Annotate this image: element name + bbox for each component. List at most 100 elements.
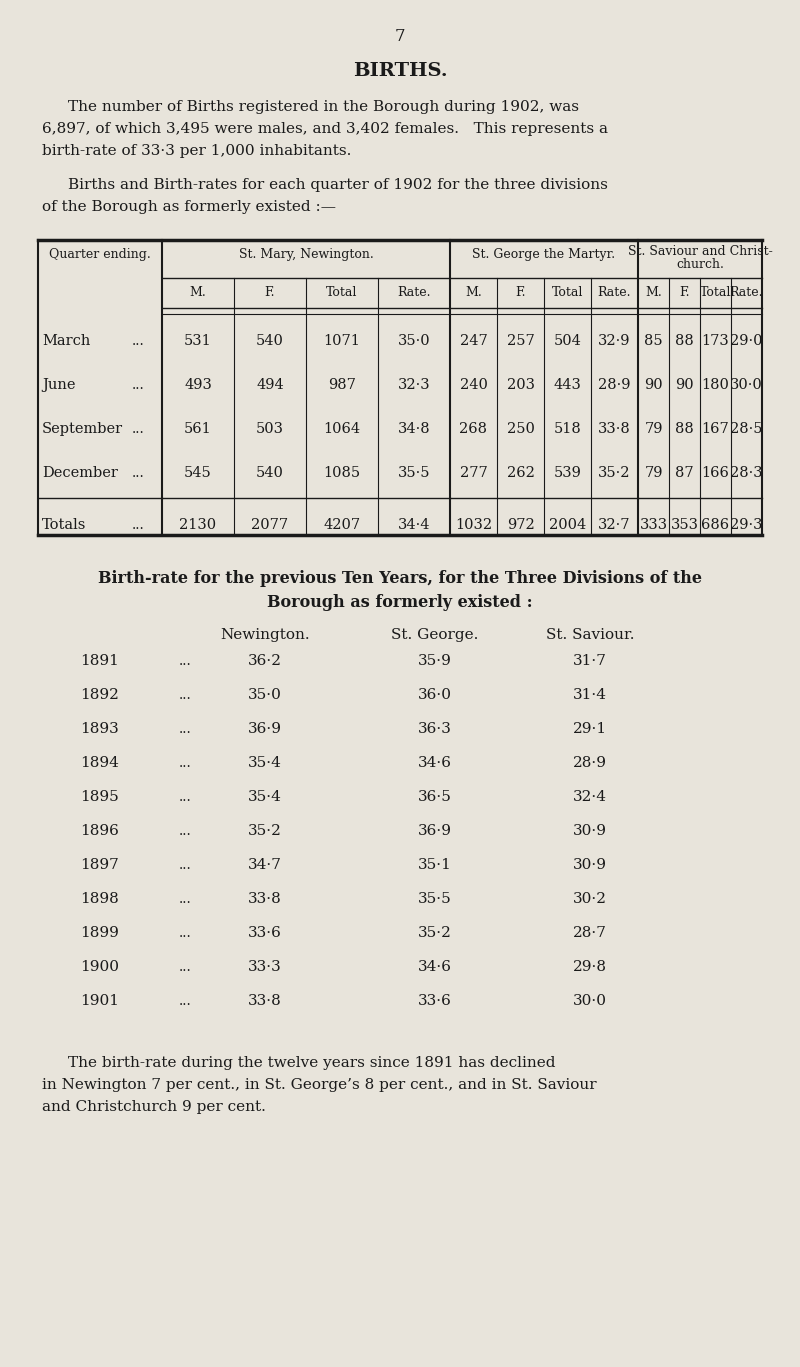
Text: 90: 90 xyxy=(644,379,663,392)
Text: The number of Births registered in the Borough during 1902, was: The number of Births registered in the B… xyxy=(68,100,579,113)
Text: 1899: 1899 xyxy=(81,925,119,940)
Text: ...: ... xyxy=(179,893,192,906)
Text: 972: 972 xyxy=(506,518,534,532)
Text: 31·7: 31·7 xyxy=(573,653,607,668)
Text: 180: 180 xyxy=(702,379,730,392)
Text: 30·2: 30·2 xyxy=(573,893,607,906)
Text: St. George.: St. George. xyxy=(391,627,478,642)
Text: Birth-rate for the previous Ten Years, for the Three Divisions of the: Birth-rate for the previous Ten Years, f… xyxy=(98,570,702,586)
Text: ...: ... xyxy=(179,858,192,872)
Text: 90: 90 xyxy=(675,379,694,392)
Text: 166: 166 xyxy=(702,466,730,480)
Text: ...: ... xyxy=(179,722,192,735)
Text: F.: F. xyxy=(265,286,275,299)
Text: Births and Birth-rates for each quarter of 1902 for the three divisions: Births and Birth-rates for each quarter … xyxy=(68,178,608,191)
Text: 36·9: 36·9 xyxy=(248,722,282,735)
Text: 504: 504 xyxy=(554,334,582,349)
Text: ...: ... xyxy=(132,422,145,436)
Text: 36·3: 36·3 xyxy=(418,722,452,735)
Text: 531: 531 xyxy=(184,334,212,349)
Text: 240: 240 xyxy=(459,379,487,392)
Text: The birth-rate during the twelve years since 1891 has declined: The birth-rate during the twelve years s… xyxy=(68,1055,555,1070)
Text: 561: 561 xyxy=(184,422,212,436)
Text: ...: ... xyxy=(179,790,192,804)
Text: 545: 545 xyxy=(184,466,212,480)
Text: ...: ... xyxy=(179,925,192,940)
Text: 34·7: 34·7 xyxy=(248,858,282,872)
Text: 540: 540 xyxy=(256,334,284,349)
Text: ...: ... xyxy=(132,466,145,480)
Text: St. George the Martyr.: St. George the Martyr. xyxy=(473,247,615,261)
Text: 30·0: 30·0 xyxy=(573,994,607,1007)
Text: 33·6: 33·6 xyxy=(418,994,452,1007)
Text: 987: 987 xyxy=(328,379,356,392)
Text: M.: M. xyxy=(190,286,206,299)
Text: Borough as formerly existed :: Borough as formerly existed : xyxy=(267,595,533,611)
Text: Rate.: Rate. xyxy=(598,286,631,299)
Text: Total: Total xyxy=(552,286,583,299)
Text: 34·4: 34·4 xyxy=(398,518,430,532)
Text: 35·0: 35·0 xyxy=(248,688,282,703)
Text: 1896: 1896 xyxy=(81,824,119,838)
Text: 29·8: 29·8 xyxy=(573,960,607,975)
Text: 353: 353 xyxy=(670,518,698,532)
Text: March: March xyxy=(42,334,90,349)
Text: 2130: 2130 xyxy=(179,518,217,532)
Text: BIRTHS.: BIRTHS. xyxy=(353,62,447,81)
Text: St. Mary, Newington.: St. Mary, Newington. xyxy=(238,247,374,261)
Text: 33·8: 33·8 xyxy=(598,422,631,436)
Text: 35·9: 35·9 xyxy=(418,653,452,668)
Text: ...: ... xyxy=(179,994,192,1007)
Text: 36·0: 36·0 xyxy=(418,688,452,703)
Text: and Christchurch 9 per cent.: and Christchurch 9 per cent. xyxy=(42,1100,266,1114)
Text: ...: ... xyxy=(179,824,192,838)
Text: 1901: 1901 xyxy=(81,994,119,1007)
Text: 540: 540 xyxy=(256,466,284,480)
Text: 268: 268 xyxy=(459,422,487,436)
Text: Rate.: Rate. xyxy=(730,286,763,299)
Text: 277: 277 xyxy=(460,466,487,480)
Text: 203: 203 xyxy=(506,379,534,392)
Text: 35·4: 35·4 xyxy=(248,790,282,804)
Text: F.: F. xyxy=(679,286,690,299)
Text: 35·5: 35·5 xyxy=(398,466,430,480)
Text: 30·0: 30·0 xyxy=(730,379,763,392)
Text: 34·6: 34·6 xyxy=(418,756,452,770)
Text: 6,897, of which 3,495 were males, and 3,402 females.   This represents a: 6,897, of which 3,495 were males, and 3,… xyxy=(42,122,608,135)
Text: 518: 518 xyxy=(554,422,582,436)
Text: Totals: Totals xyxy=(42,518,86,532)
Text: 1071: 1071 xyxy=(323,334,361,349)
Text: June: June xyxy=(42,379,75,392)
Text: 88: 88 xyxy=(675,422,694,436)
Text: December: December xyxy=(42,466,118,480)
Text: 85: 85 xyxy=(644,334,663,349)
Text: 333: 333 xyxy=(639,518,667,532)
Text: 35·5: 35·5 xyxy=(418,893,452,906)
Text: of the Borough as formerly existed :—: of the Borough as formerly existed :— xyxy=(42,200,336,215)
Text: 32·4: 32·4 xyxy=(573,790,607,804)
Text: ...: ... xyxy=(132,379,145,392)
Text: ...: ... xyxy=(179,688,192,703)
Text: 1900: 1900 xyxy=(81,960,119,975)
Text: 1895: 1895 xyxy=(81,790,119,804)
Text: 503: 503 xyxy=(256,422,284,436)
Text: 262: 262 xyxy=(506,466,534,480)
Text: 36·5: 36·5 xyxy=(418,790,452,804)
Text: 167: 167 xyxy=(702,422,730,436)
Text: 1085: 1085 xyxy=(323,466,361,480)
Text: 7: 7 xyxy=(394,27,406,45)
Text: ...: ... xyxy=(179,756,192,770)
Text: 29·3: 29·3 xyxy=(730,518,762,532)
Text: 1894: 1894 xyxy=(81,756,119,770)
Text: 33·8: 33·8 xyxy=(248,994,282,1007)
Text: 2077: 2077 xyxy=(251,518,289,532)
Text: 443: 443 xyxy=(554,379,582,392)
Text: 35·0: 35·0 xyxy=(398,334,430,349)
Text: 1032: 1032 xyxy=(455,518,492,532)
Text: 33·6: 33·6 xyxy=(248,925,282,940)
Text: 30·9: 30·9 xyxy=(573,824,607,838)
Text: 29·1: 29·1 xyxy=(573,722,607,735)
Text: 35·1: 35·1 xyxy=(418,858,452,872)
Text: 247: 247 xyxy=(460,334,487,349)
Text: 34·6: 34·6 xyxy=(418,960,452,975)
